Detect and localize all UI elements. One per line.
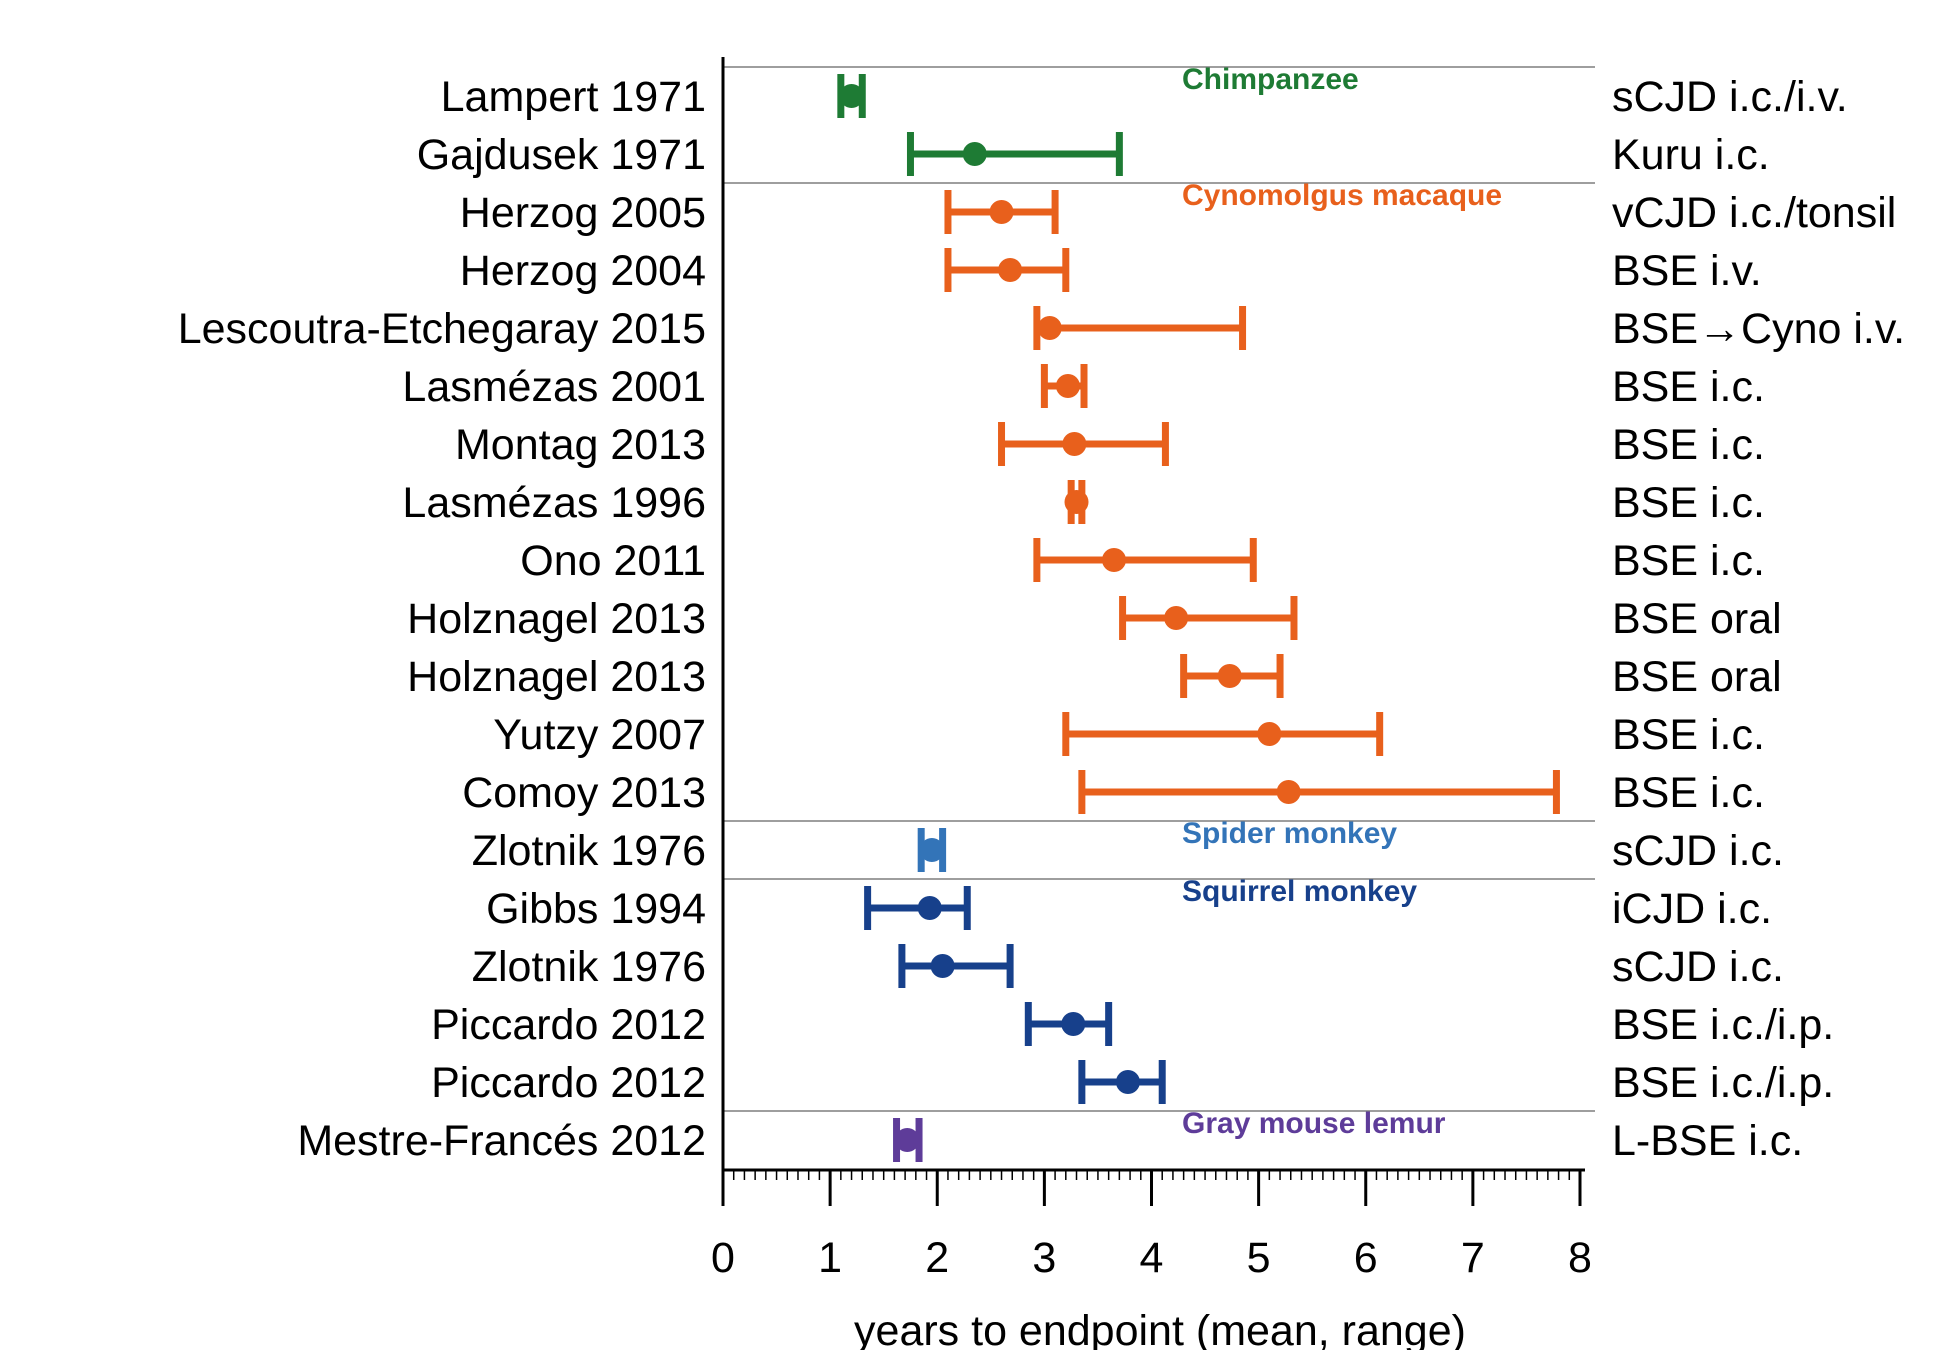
x-tick-label: 4 <box>1140 1234 1164 1282</box>
mean-point <box>917 896 942 920</box>
mean-point <box>839 84 864 108</box>
data-row: Zlotnik 1976 sCJD i.c. <box>472 827 1784 875</box>
route-label: vCJD i.c./tonsil <box>1612 189 1896 237</box>
data-row: Comoy 2013 BSE i.c. <box>462 769 1765 817</box>
route-label: Kuru i.c. <box>1612 131 1770 179</box>
x-tick-label: 5 <box>1247 1234 1271 1282</box>
mean-point <box>1217 664 1242 688</box>
mean-point <box>1276 780 1301 804</box>
mean-point <box>998 258 1023 282</box>
x-tick-label: 8 <box>1568 1234 1592 1282</box>
route-label: BSE i.c. <box>1612 711 1765 759</box>
study-label: Zlotnik 1976 <box>472 943 706 991</box>
group-label: Chimpanzee <box>1182 63 1359 96</box>
study-label: Holznagel 2013 <box>407 653 706 701</box>
route-label: iCJD i.c. <box>1612 885 1772 933</box>
group-labels: Chimpanzee Cynomolgus macaque Spider monke… <box>1182 63 1502 1140</box>
group-separators <box>723 66 1595 1112</box>
data-row: Piccardo 2012 BSE i.c./i.p. <box>431 1059 1834 1107</box>
study-label: Ono 2011 <box>520 537 706 585</box>
study-label: Lampert 1971 <box>441 73 706 121</box>
data-row: Ono 2011 BSE i.c. <box>520 537 1765 585</box>
mean-point <box>1037 316 1062 340</box>
x-tick-label: 3 <box>1032 1234 1056 1282</box>
x-tick-label: 2 <box>925 1234 949 1282</box>
route-label: sCJD i.c. <box>1612 827 1784 875</box>
group-label: Gray mouse lemur <box>1182 1107 1446 1140</box>
study-label: Lescoutra-Etchegaray 2015 <box>178 305 706 353</box>
group-label: Squirrel monkey <box>1182 875 1417 908</box>
x-tick-label: 7 <box>1461 1234 1485 1282</box>
mean-point <box>989 200 1014 224</box>
route-label: L-BSE i.c. <box>1612 1117 1803 1165</box>
study-label: Comoy 2013 <box>462 769 706 817</box>
study-label: Piccardo 2012 <box>431 1001 706 1049</box>
mean-point <box>919 838 944 862</box>
data-row: Gibbs 1994 iCJD i.c. <box>486 885 1772 933</box>
study-label: Gajdusek 1971 <box>417 131 706 179</box>
group-label: Cynomolgus macaque <box>1182 179 1502 212</box>
data-row: Herzog 2005 vCJD i.c./tonsil <box>460 189 1897 237</box>
data-row: Montag 2013 BSE i.c. <box>455 421 1765 469</box>
route-label: sCJD i.c./i.v. <box>1612 73 1848 121</box>
route-label: BSE i.c. <box>1612 363 1765 411</box>
data-row: Piccardo 2012 BSE i.c./i.p. <box>431 1001 1834 1049</box>
study-label: Montag 2013 <box>455 421 706 469</box>
study-label: Mestre-Francés 2012 <box>297 1117 706 1165</box>
mean-point <box>930 954 955 978</box>
route-label: BSE i.v. <box>1612 247 1762 295</box>
x-tick-label: 0 <box>711 1234 735 1282</box>
data-row: Herzog 2004 BSE i.v. <box>460 247 1762 295</box>
group-label: Spider monkey <box>1182 817 1397 850</box>
x-axis-title: years to endpoint (mean, range) <box>854 1307 1466 1350</box>
mean-point <box>1102 548 1127 572</box>
route-label: BSE i.c./i.p. <box>1612 1001 1834 1049</box>
data-row: Lasmézas 1996 BSE i.c. <box>402 479 1765 527</box>
route-label: BSE i.c. <box>1612 479 1765 527</box>
route-label: BSE oral <box>1612 653 1782 701</box>
study-label: Yutzy 2007 <box>493 711 706 759</box>
data-row: Gajdusek 1971 Kuru i.c. <box>417 131 1770 179</box>
data-row: Zlotnik 1976 sCJD i.c. <box>472 943 1784 991</box>
data-row: Holznagel 2013 BSE oral <box>407 653 1782 701</box>
data-row: Holznagel 2013 BSE oral <box>407 595 1782 643</box>
data-rows: Lampert 1971 sCJD i.c./i.v. Gajdusek 1971 K… <box>178 73 1905 1165</box>
study-label: Piccardo 2012 <box>431 1059 706 1107</box>
route-label: BSE i.c. <box>1612 421 1765 469</box>
x-tick-label: 1 <box>818 1234 842 1282</box>
mean-point <box>1062 432 1087 456</box>
mean-point <box>1064 490 1089 514</box>
route-label: BSE i.c. <box>1612 537 1765 585</box>
study-label: Gibbs 1994 <box>486 885 706 933</box>
mean-point <box>1061 1012 1086 1036</box>
mean-point <box>1055 374 1080 398</box>
mean-point <box>962 142 987 166</box>
study-label: Lasmézas 1996 <box>402 479 706 527</box>
study-label: Lasmézas 2001 <box>402 363 706 411</box>
mean-point <box>895 1128 920 1152</box>
route-label: BSE i.c. <box>1612 769 1765 817</box>
data-row: Mestre-Francés 2012 L-BSE i.c. <box>297 1117 1803 1165</box>
mean-point <box>1257 722 1282 746</box>
mean-point <box>1164 606 1189 630</box>
data-row: Lasmézas 2001 BSE i.c. <box>402 363 1765 411</box>
x-tick-label: 6 <box>1354 1234 1378 1282</box>
route-label: sCJD i.c. <box>1612 943 1784 991</box>
data-row: Yutzy 2007 BSE i.c. <box>493 711 1765 759</box>
study-label: Holznagel 2013 <box>407 595 706 643</box>
study-label: Herzog 2004 <box>460 247 706 295</box>
mean-point <box>1115 1070 1140 1094</box>
route-label: BSE i.c./i.p. <box>1612 1059 1834 1107</box>
route-label: BSE→Cyno i.v. <box>1612 305 1905 353</box>
route-label: BSE oral <box>1612 595 1782 643</box>
axes: 0 1 2 3 4 5 6 7 8 <box>711 57 1592 1282</box>
study-label: Zlotnik 1976 <box>472 827 706 875</box>
study-label: Herzog 2005 <box>460 189 706 237</box>
data-row: Lescoutra-Etchegaray 2015 BSE→Cyno i.v. <box>178 305 1905 353</box>
data-row: Lampert 1971 sCJD i.c./i.v. <box>441 73 1848 121</box>
